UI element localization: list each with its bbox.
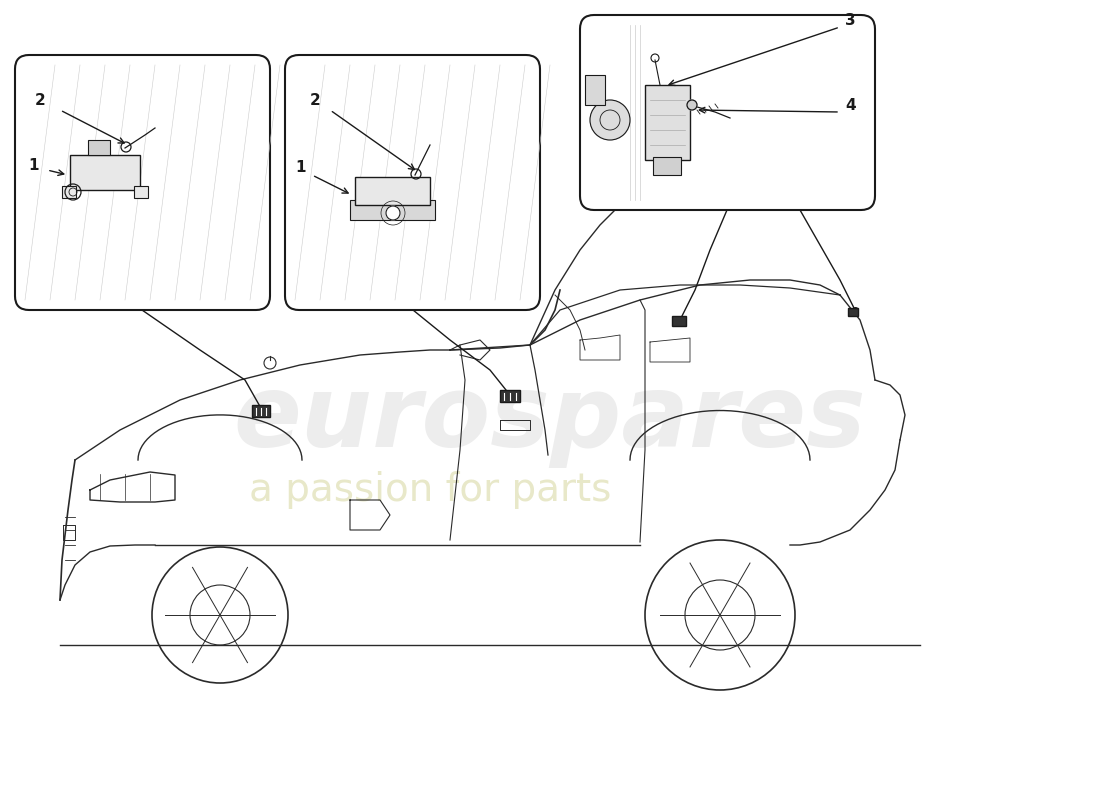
Circle shape: [688, 100, 697, 110]
FancyBboxPatch shape: [580, 15, 874, 210]
FancyBboxPatch shape: [645, 85, 691, 160]
FancyBboxPatch shape: [134, 186, 148, 198]
Text: 3: 3: [845, 13, 856, 28]
FancyBboxPatch shape: [585, 74, 605, 106]
Text: eurospares: eurospares: [233, 371, 867, 469]
Text: 4: 4: [845, 98, 856, 113]
Text: 2: 2: [310, 93, 321, 108]
FancyBboxPatch shape: [672, 316, 686, 326]
Circle shape: [386, 206, 400, 220]
FancyBboxPatch shape: [62, 186, 76, 198]
FancyBboxPatch shape: [285, 55, 540, 310]
FancyBboxPatch shape: [350, 200, 436, 220]
Text: 2: 2: [35, 93, 46, 108]
FancyBboxPatch shape: [88, 140, 110, 155]
FancyBboxPatch shape: [69, 154, 141, 190]
Text: a passion for parts: a passion for parts: [249, 471, 612, 509]
FancyBboxPatch shape: [354, 177, 430, 206]
Text: 1: 1: [295, 160, 306, 175]
FancyBboxPatch shape: [848, 308, 858, 316]
FancyBboxPatch shape: [652, 157, 681, 175]
Circle shape: [590, 100, 630, 140]
FancyBboxPatch shape: [15, 55, 270, 310]
FancyBboxPatch shape: [252, 405, 271, 418]
Text: 1: 1: [28, 158, 38, 173]
FancyBboxPatch shape: [499, 390, 520, 402]
